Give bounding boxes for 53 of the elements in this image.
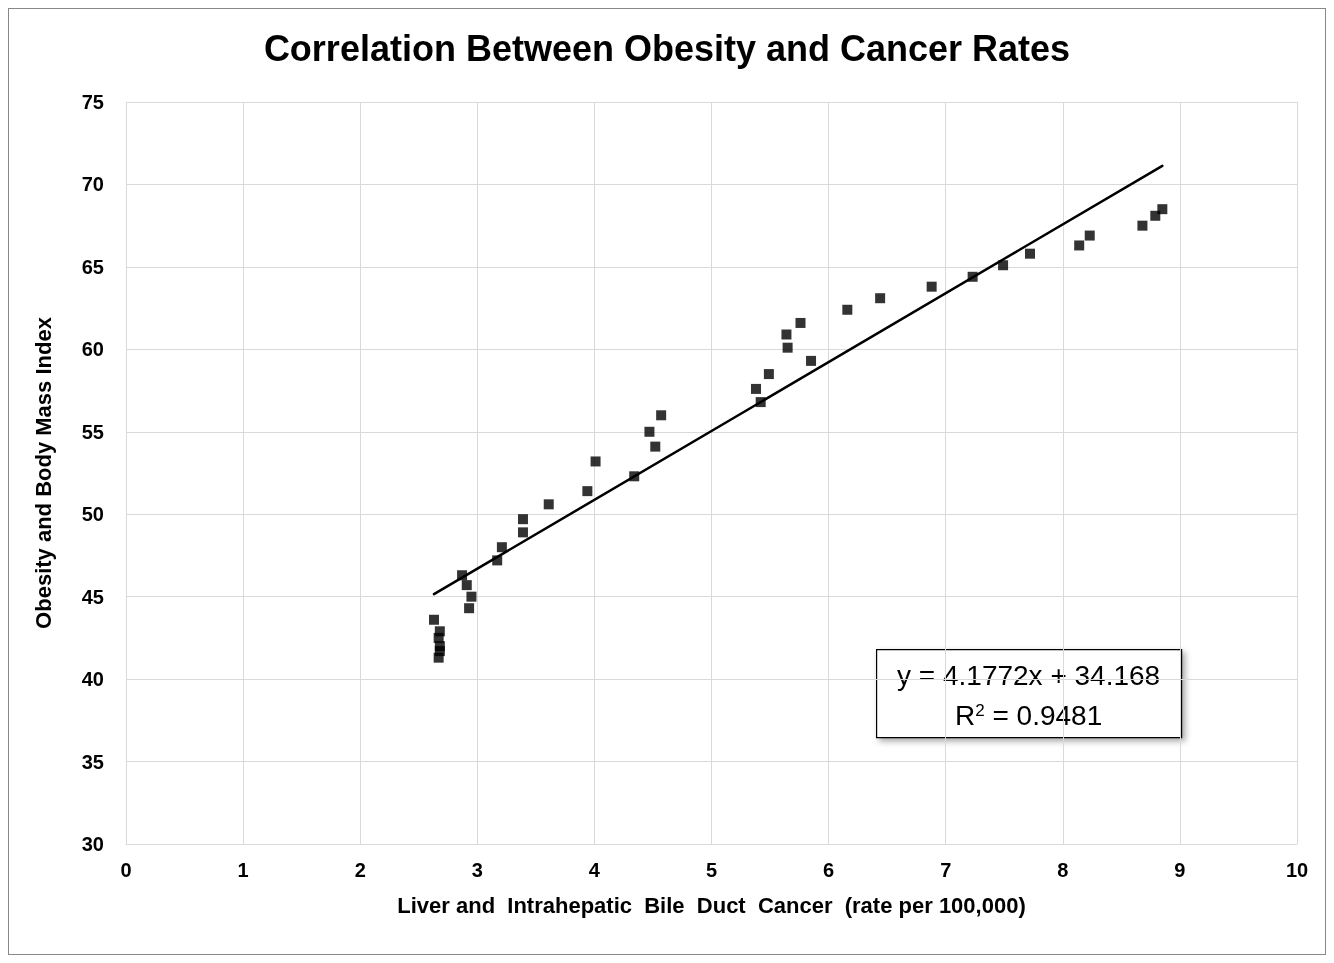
point: [590, 456, 601, 467]
point: [582, 486, 593, 497]
point: [1084, 230, 1095, 241]
x-tick-label: 3: [471, 859, 483, 881]
y-tick-label: 30: [81, 833, 104, 855]
y-tick-label: 60: [81, 338, 104, 361]
point: [650, 441, 661, 452]
x-tick-label: 10: [1285, 859, 1309, 881]
point: [806, 355, 817, 366]
point: [842, 304, 853, 315]
point: [1157, 204, 1168, 215]
point: [517, 527, 528, 538]
point: [433, 652, 444, 663]
y-tick-label: 55: [81, 420, 104, 443]
y-tick-label: 50: [81, 503, 104, 526]
x-tick-label: 7: [940, 859, 952, 881]
point: [644, 426, 655, 437]
x-tick-label: 9: [1174, 859, 1186, 881]
x-tick-label: 1: [237, 859, 249, 881]
point: [428, 614, 439, 625]
x-axis-title: Liver and Intrahepatic Bile Duct Cancer (rate per 100,000): [397, 892, 1026, 918]
point: [656, 410, 667, 421]
point: [782, 342, 793, 353]
x-tick-label: 6: [823, 859, 835, 881]
y-tick-label: 45: [81, 585, 104, 608]
chart-title: Correlation Between Obesity and Cancer Rates: [263, 27, 1071, 69]
y-tick-label: 70: [81, 173, 104, 196]
point: [543, 499, 554, 510]
point: [751, 383, 761, 394]
x-tick-label: 0: [120, 859, 132, 881]
point: [1137, 220, 1148, 231]
y-tick-label: 75: [81, 91, 104, 113]
point: [1025, 248, 1036, 259]
point: [461, 580, 472, 591]
y-tick-label: 40: [81, 668, 104, 691]
point: [466, 591, 477, 602]
x-tick-label: 8: [1057, 859, 1069, 881]
point: [781, 329, 792, 340]
point: [763, 369, 774, 380]
y-tick-label: 35: [81, 750, 104, 773]
point: [926, 281, 937, 292]
point: [1074, 240, 1085, 251]
y-axis-title: Obesity and Body Mass Index: [30, 316, 56, 629]
point: [496, 542, 507, 553]
point: [875, 293, 886, 304]
point: [464, 603, 475, 614]
x-tick-label: 2: [354, 859, 366, 881]
y-tick-label: 65: [81, 255, 104, 278]
point: [517, 514, 528, 525]
x-tick-label: 5: [705, 859, 718, 881]
point: [1150, 210, 1161, 221]
x-tick-label: 4: [588, 859, 601, 881]
point: [795, 317, 806, 328]
